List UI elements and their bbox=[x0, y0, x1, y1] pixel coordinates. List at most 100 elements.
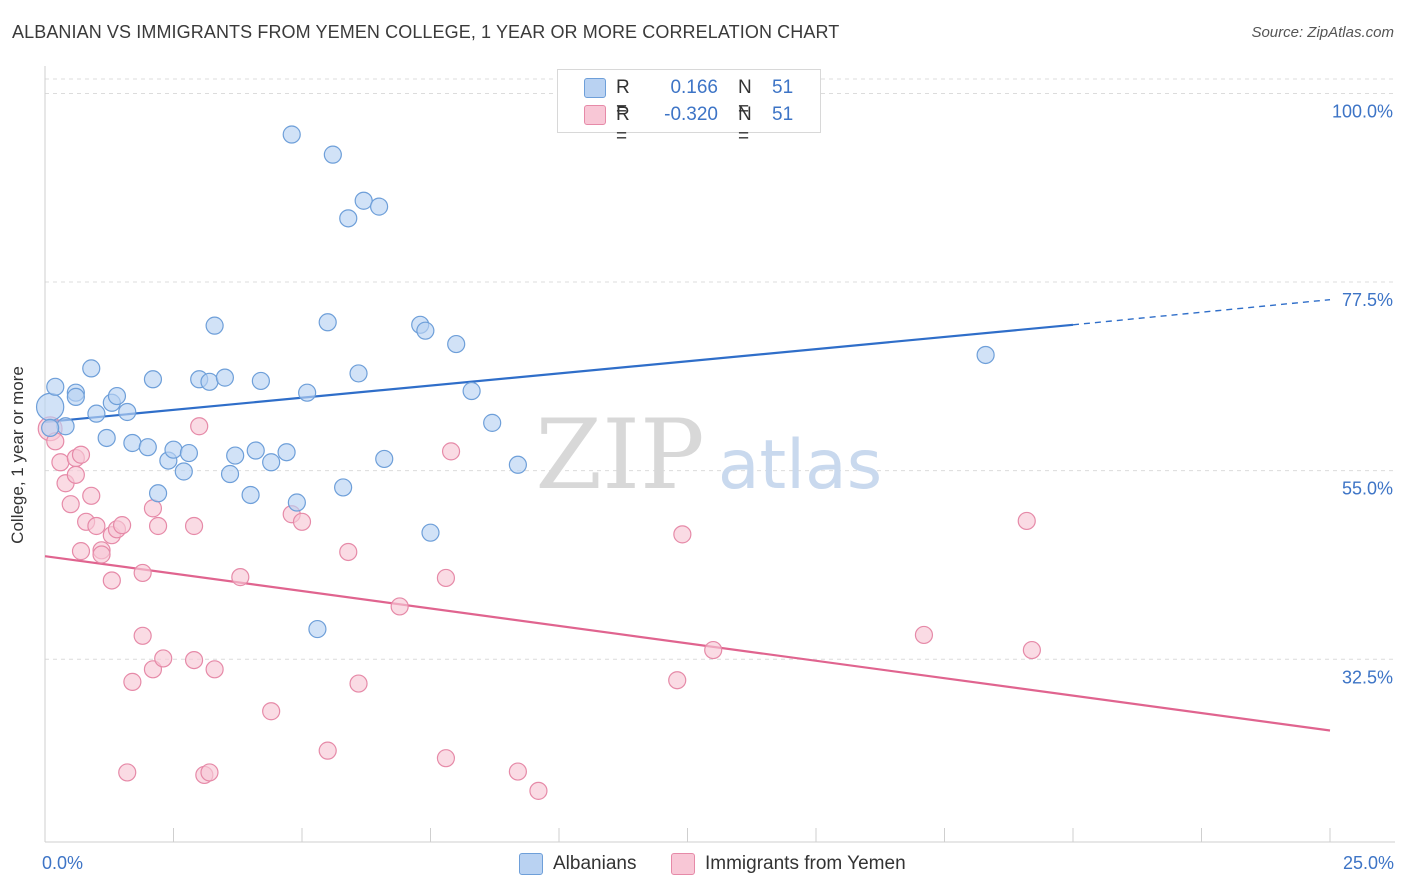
albanian-point bbox=[200, 372, 219, 391]
albanian-point bbox=[370, 197, 389, 216]
albanian-point bbox=[447, 334, 466, 354]
albanian-trend-line bbox=[44, 323, 1074, 424]
albanian-point bbox=[282, 125, 301, 144]
chart-title: ALBANIAN VS IMMIGRANTS FROM YEMEN COLLEG… bbox=[12, 22, 840, 42]
albanian-point bbox=[35, 392, 65, 422]
legend-yemen-label: Immigrants from Yemen bbox=[705, 853, 906, 874]
albanian-point bbox=[339, 209, 358, 228]
y-tick-label: 55.0% bbox=[1342, 479, 1393, 499]
albanian-point bbox=[262, 453, 281, 472]
watermark-atlas: atlas bbox=[718, 426, 882, 505]
albanian-point bbox=[246, 441, 265, 460]
yemen-point bbox=[133, 563, 152, 583]
yemen-point bbox=[123, 672, 142, 691]
albanian-point bbox=[349, 364, 368, 383]
y-tick-label: 32.5% bbox=[1342, 667, 1393, 687]
legend-n-label: N = bbox=[738, 104, 752, 147]
yemen-point bbox=[148, 516, 168, 536]
albanian-point bbox=[123, 433, 142, 453]
yemen-point bbox=[205, 660, 224, 679]
yemen-point bbox=[318, 741, 337, 760]
albanian-points bbox=[35, 125, 995, 639]
yemen-trend-line bbox=[44, 555, 1331, 732]
albanian-point bbox=[179, 443, 199, 463]
albanian-point bbox=[226, 446, 245, 465]
watermark: ZIP atlas bbox=[535, 399, 882, 511]
albanian-point bbox=[82, 359, 101, 378]
legend-albanians-swatch bbox=[519, 853, 543, 875]
legend-n-value: 51 bbox=[772, 77, 794, 98]
legend-swatch-blue bbox=[584, 78, 606, 98]
y-tick-label: 100.0% bbox=[1332, 101, 1393, 121]
legend-r-label: R = bbox=[616, 77, 630, 120]
yemen-point bbox=[71, 542, 91, 561]
x-tick-min: 0.0% bbox=[42, 853, 84, 873]
albanian-point bbox=[334, 478, 353, 497]
albanian-point bbox=[205, 316, 224, 335]
albanian-point bbox=[174, 462, 193, 481]
yemen-point bbox=[184, 516, 204, 536]
yemen-point bbox=[292, 512, 312, 531]
albanian-point bbox=[287, 493, 306, 512]
albanian-point bbox=[56, 417, 75, 436]
watermark-zip: ZIP bbox=[535, 399, 704, 511]
albanian-point bbox=[241, 485, 260, 505]
yemen-point bbox=[349, 674, 368, 693]
yemen-point bbox=[436, 749, 456, 768]
yemen-point bbox=[441, 442, 461, 461]
yemen-point bbox=[1017, 511, 1036, 531]
albanian-point bbox=[318, 313, 337, 332]
albanian-point bbox=[164, 440, 183, 459]
yemen-point bbox=[390, 597, 409, 616]
albanian-point bbox=[416, 321, 435, 340]
albanian-point bbox=[138, 438, 157, 457]
yemen-point bbox=[184, 650, 204, 670]
albanian-point bbox=[277, 443, 296, 462]
y-tick-label: 77.5% bbox=[1342, 290, 1393, 310]
source-label: Source: ZipAtlas.com bbox=[1251, 24, 1394, 41]
yemen-point bbox=[704, 640, 723, 660]
albanian-point bbox=[421, 523, 440, 542]
yemen-point bbox=[92, 545, 111, 564]
albanian-point bbox=[976, 345, 995, 365]
yemen-point bbox=[262, 702, 281, 721]
albanian-point bbox=[107, 386, 127, 406]
yemen-point bbox=[529, 781, 548, 800]
albanian-point bbox=[220, 464, 240, 484]
legend-yemen-swatch bbox=[671, 853, 695, 875]
yemen-point bbox=[133, 626, 152, 645]
yemen-point bbox=[143, 499, 163, 518]
yemen-point bbox=[190, 417, 209, 436]
yemen-point bbox=[102, 571, 121, 590]
albanian-point bbox=[87, 404, 106, 423]
axes bbox=[44, 66, 1395, 843]
yemen-point bbox=[87, 516, 106, 536]
legend-r-value: 0.166 bbox=[670, 77, 718, 98]
correlation-legend: R = 0.166 N = 51 R = -0.320 N = 51 bbox=[557, 69, 821, 147]
yemen-point bbox=[1022, 640, 1041, 660]
albanian-point bbox=[462, 381, 481, 401]
yemen-point bbox=[154, 649, 173, 668]
yemen-point bbox=[339, 542, 358, 562]
albanian-point bbox=[375, 449, 394, 469]
albanian-point bbox=[298, 383, 317, 402]
legend-r-value: -0.320 bbox=[664, 104, 718, 125]
yemen-point bbox=[82, 486, 101, 505]
y-tick-labels: 100.0% 77.5% 55.0% 32.5% bbox=[1332, 101, 1393, 687]
yemen-point bbox=[112, 516, 132, 535]
albanian-point bbox=[251, 371, 270, 391]
yemen-point bbox=[914, 625, 934, 645]
albanian-point bbox=[97, 428, 116, 448]
albanian-point bbox=[46, 377, 65, 396]
yemen-point bbox=[61, 495, 80, 514]
y-axis-label: College, 1 year or more bbox=[8, 366, 27, 544]
albanian-point bbox=[41, 418, 60, 438]
yemen-point bbox=[71, 445, 91, 464]
albanian-point bbox=[66, 387, 85, 406]
yemen-point bbox=[668, 671, 687, 690]
albanian-point bbox=[323, 145, 342, 164]
yemen-point bbox=[66, 465, 85, 484]
albanian-point bbox=[148, 484, 168, 503]
yemen-point bbox=[118, 763, 137, 782]
